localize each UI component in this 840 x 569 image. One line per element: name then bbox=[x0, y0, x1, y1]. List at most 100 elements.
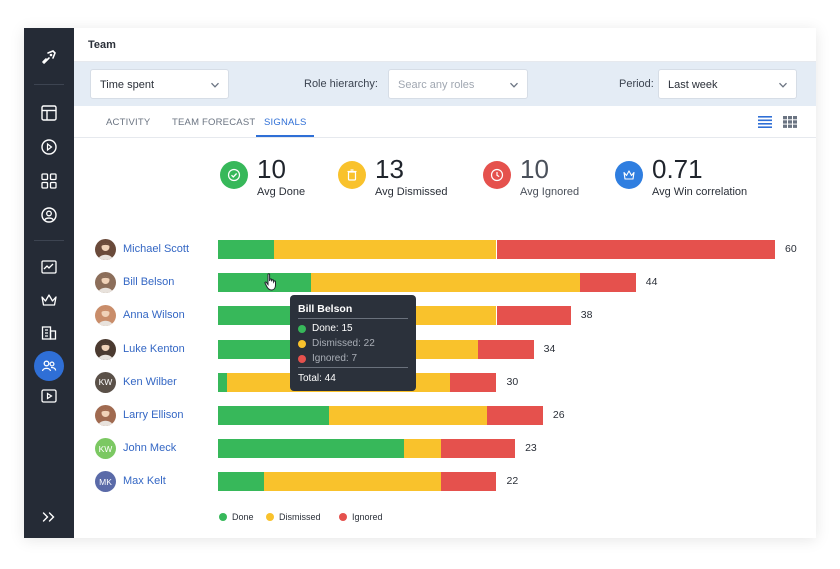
person-name[interactable]: Michael Scott bbox=[123, 243, 190, 255]
list-view-icon[interactable] bbox=[758, 116, 772, 128]
play-circle-icon[interactable] bbox=[24, 132, 74, 162]
legend-ignored: Ignored bbox=[339, 512, 383, 522]
avatar bbox=[95, 405, 116, 426]
tooltip-ignored-label: Ignored: 7 bbox=[312, 353, 358, 364]
kpi-label: Avg Win correlation bbox=[652, 186, 748, 198]
filter-bar: Time spent Role hierarchy: Searc any rol… bbox=[74, 62, 816, 106]
avatar: KW bbox=[95, 438, 116, 460]
person-name[interactable]: John Meck bbox=[123, 442, 177, 455]
team-icon[interactable] bbox=[24, 351, 74, 381]
crown-icon[interactable] bbox=[24, 285, 74, 315]
bar-segment-ignored[interactable] bbox=[496, 306, 571, 326]
bar-segment-ignored[interactable] bbox=[580, 273, 636, 293]
logo-icon[interactable] bbox=[24, 42, 74, 72]
bar-segment-done[interactable] bbox=[218, 472, 265, 492]
avatar-initials: KW bbox=[98, 443, 113, 454]
bar-total-label: 34 bbox=[543, 342, 556, 355]
sidebar-divider bbox=[34, 84, 64, 85]
period-select-value: Last week bbox=[668, 79, 718, 91]
trash-icon bbox=[338, 161, 366, 189]
table-row[interactable]: KW John Meck 23 bbox=[74, 438, 816, 460]
legend-done: Done bbox=[219, 512, 254, 522]
chevron-down-icon bbox=[510, 82, 518, 88]
layout-icon[interactable] bbox=[24, 98, 74, 128]
grid-view-icon[interactable] bbox=[783, 116, 797, 128]
expand-icon[interactable] bbox=[24, 502, 74, 532]
tab-activity[interactable]: ACTIVITY bbox=[106, 117, 151, 128]
bar-segment-ignored[interactable] bbox=[440, 472, 497, 492]
bar-total-label: 23 bbox=[525, 442, 537, 455]
tooltip-divider bbox=[298, 318, 408, 319]
active-tab-underline bbox=[256, 135, 314, 137]
avatar-initials: MK bbox=[99, 476, 112, 487]
clock-icon bbox=[483, 161, 511, 189]
bar-total-label: 38 bbox=[580, 309, 593, 322]
person-name[interactable]: Luke Kenton bbox=[123, 342, 185, 355]
tab-team-forecast[interactable]: TEAM FORECAST bbox=[172, 117, 256, 128]
role-hierarchy-label: Role hierarchy: bbox=[304, 78, 378, 90]
table-row[interactable]: KW Ken Wilber 30 bbox=[74, 371, 816, 394]
bar-segment-done[interactable] bbox=[218, 439, 404, 459]
tooltip-total: Total: 44 bbox=[298, 373, 336, 384]
sidebar-divider bbox=[34, 240, 64, 241]
bar-segment-dismissed[interactable] bbox=[403, 439, 441, 459]
app-window: Team Time spent Role hierarchy: Searc an… bbox=[24, 28, 816, 538]
metric-select-value: Time spent bbox=[100, 79, 155, 91]
bar-segment-ignored[interactable] bbox=[487, 406, 543, 425]
active-indicator bbox=[34, 351, 64, 381]
legend-label: Dismissed bbox=[279, 512, 321, 522]
activity-chart-icon[interactable] bbox=[24, 252, 74, 282]
main-panel: Team Time spent Role hierarchy: Searc an… bbox=[74, 28, 816, 538]
table-row[interactable]: Anna Wilson 38 bbox=[74, 305, 816, 327]
bar-tooltip: Bill Belson Done: 15 Dismissed: 22 Ignor… bbox=[290, 295, 416, 391]
bar-segment-done[interactable] bbox=[218, 240, 274, 259]
avatar bbox=[95, 338, 116, 360]
role-search-select[interactable]: Searc any roles bbox=[388, 69, 528, 99]
bar-segment-done[interactable] bbox=[218, 406, 330, 425]
person-name[interactable]: Max Kelt bbox=[123, 475, 166, 488]
person-name[interactable]: Anna Wilson bbox=[123, 309, 185, 322]
legend-label: Ignored bbox=[352, 512, 383, 522]
avatar: KW bbox=[95, 371, 116, 393]
person-name[interactable]: Ken Wilber bbox=[123, 375, 177, 388]
tooltip-ignored: Ignored: 7 bbox=[298, 353, 357, 364]
table-row[interactable]: Bill Belson 44 bbox=[74, 272, 816, 294]
bar-segment-dismissed[interactable] bbox=[329, 406, 488, 425]
table-row[interactable]: MK Max Kelt 22 bbox=[74, 471, 816, 493]
bar-total-label: 60 bbox=[785, 243, 797, 255]
bar-segment-dismissed[interactable] bbox=[403, 339, 478, 359]
sidebar bbox=[24, 28, 74, 538]
person-name[interactable]: Larry Ellison bbox=[123, 409, 184, 421]
kpi-value: 10 bbox=[520, 154, 549, 184]
metric-select[interactable]: Time spent bbox=[90, 69, 229, 99]
bar-segment-ignored[interactable] bbox=[450, 372, 497, 392]
widgets-icon[interactable] bbox=[24, 166, 74, 196]
person-name[interactable]: Bill Belson bbox=[123, 276, 175, 289]
table-row[interactable]: Michael Scott 60 bbox=[74, 239, 816, 261]
bar-segment-ignored[interactable] bbox=[496, 240, 775, 259]
bar-segment-done[interactable] bbox=[218, 273, 311, 293]
crown-icon bbox=[615, 161, 643, 189]
avatar bbox=[95, 305, 116, 327]
avatar bbox=[95, 239, 116, 260]
tooltip-dismissed: Dismissed: 22 bbox=[298, 338, 375, 349]
tooltip-divider bbox=[298, 367, 408, 368]
video-icon[interactable] bbox=[24, 381, 74, 411]
bar-segment-dismissed[interactable] bbox=[310, 273, 581, 293]
table-row[interactable]: Luke Kenton 34 bbox=[74, 338, 816, 361]
bar-segment-ignored[interactable] bbox=[440, 439, 516, 459]
bar-segment-ignored[interactable] bbox=[477, 339, 534, 359]
bar-segment-done[interactable] bbox=[218, 372, 228, 392]
tab-signals[interactable]: SIGNALS bbox=[264, 117, 307, 128]
legend-label: Done bbox=[232, 512, 254, 522]
period-select[interactable]: Last week bbox=[658, 69, 797, 99]
kpi-value: 10 bbox=[257, 154, 286, 184]
bar-segment-dismissed[interactable] bbox=[264, 472, 441, 492]
tooltip-title: Bill Belson bbox=[298, 303, 353, 315]
bar-segment-dismissed[interactable] bbox=[273, 240, 497, 259]
user-circle-icon[interactable] bbox=[24, 200, 74, 230]
kpi-label: Avg Ignored bbox=[520, 186, 580, 198]
table-row[interactable]: Larry Ellison 26 bbox=[74, 405, 816, 427]
building-icon[interactable] bbox=[24, 318, 74, 348]
page-title: Team bbox=[88, 39, 116, 51]
